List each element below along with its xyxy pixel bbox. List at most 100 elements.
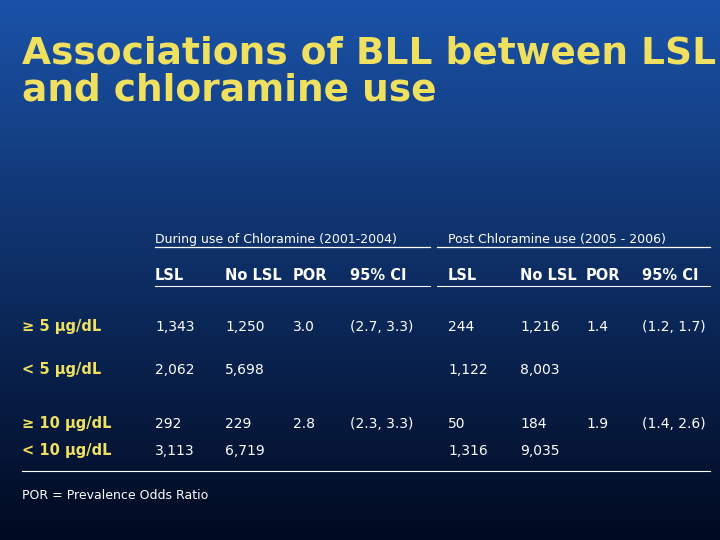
Bar: [0, 80, 720, 85]
Text: 2.8: 2.8: [293, 417, 315, 431]
Bar: [0, 350, 720, 355]
Text: 292: 292: [155, 417, 181, 431]
Bar: [0, 408, 720, 414]
Bar: [0, 233, 720, 239]
Bar: [0, 485, 720, 490]
Bar: [0, 481, 720, 486]
Text: 3.0: 3.0: [293, 320, 315, 334]
Bar: [0, 215, 720, 220]
Bar: [0, 3, 720, 9]
Bar: [0, 238, 720, 243]
Bar: [0, 0, 720, 4]
Bar: [0, 120, 720, 126]
Bar: [0, 471, 720, 477]
Bar: [0, 224, 720, 230]
Bar: [0, 400, 720, 405]
Bar: [0, 197, 720, 202]
Bar: [0, 377, 720, 382]
Bar: [0, 89, 720, 94]
Text: 3,113: 3,113: [155, 444, 194, 458]
Bar: [0, 49, 720, 54]
Bar: [0, 462, 720, 468]
Bar: [0, 444, 720, 450]
Text: POR: POR: [293, 268, 328, 284]
Text: (1.2, 1.7): (1.2, 1.7): [642, 320, 706, 334]
Bar: [0, 386, 720, 391]
Bar: [0, 467, 720, 472]
Bar: [0, 417, 720, 423]
Bar: [0, 273, 720, 279]
Bar: [0, 300, 720, 306]
Text: 6,719: 6,719: [225, 444, 265, 458]
Bar: [0, 327, 720, 333]
Text: LSL: LSL: [155, 268, 184, 284]
Bar: [0, 161, 720, 166]
Text: 50: 50: [448, 417, 466, 431]
Text: LSL: LSL: [448, 268, 477, 284]
Bar: [0, 269, 720, 274]
Bar: [0, 422, 720, 428]
Bar: [0, 458, 720, 463]
Bar: [0, 255, 720, 261]
Text: 95% CI: 95% CI: [642, 268, 698, 284]
Bar: [0, 530, 720, 536]
Text: Post Chloramine use (2005 - 2006): Post Chloramine use (2005 - 2006): [448, 233, 666, 246]
Bar: [0, 363, 720, 369]
Bar: [0, 296, 720, 301]
Bar: [0, 84, 720, 90]
Text: Associations of BLL between LSL: Associations of BLL between LSL: [22, 35, 716, 71]
Text: 1,250: 1,250: [225, 320, 264, 334]
Bar: [0, 489, 720, 495]
Bar: [0, 341, 720, 347]
Bar: [0, 66, 720, 72]
Bar: [0, 188, 720, 193]
Bar: [0, 57, 720, 63]
Bar: [0, 138, 720, 144]
Bar: [0, 76, 720, 81]
Bar: [0, 111, 720, 117]
Bar: [0, 265, 720, 270]
Bar: [0, 242, 720, 247]
Bar: [0, 508, 720, 513]
Text: 244: 244: [448, 320, 474, 334]
Bar: [0, 260, 720, 266]
Bar: [0, 39, 720, 45]
Bar: [0, 125, 720, 131]
Text: ≥ 10 μg/dL: ≥ 10 μg/dL: [22, 416, 112, 431]
Text: POR = Prevalence Odds Ratio: POR = Prevalence Odds Ratio: [22, 489, 208, 502]
Bar: [0, 494, 720, 500]
Bar: [0, 211, 720, 216]
Text: 1,216: 1,216: [520, 320, 559, 334]
Bar: [0, 287, 720, 293]
Text: < 5 μg/dL: < 5 μg/dL: [22, 362, 102, 377]
Bar: [0, 107, 720, 112]
Bar: [0, 134, 720, 139]
Bar: [0, 454, 720, 459]
Bar: [0, 319, 720, 324]
Text: and chloramine use: and chloramine use: [22, 73, 436, 109]
Bar: [0, 53, 720, 58]
Text: < 10 μg/dL: < 10 μg/dL: [22, 443, 112, 458]
Bar: [0, 93, 720, 99]
Bar: [0, 521, 720, 526]
Bar: [0, 44, 720, 50]
Bar: [0, 17, 720, 23]
Bar: [0, 103, 720, 108]
Bar: [0, 440, 720, 445]
Text: ≥ 5 μg/dL: ≥ 5 μg/dL: [22, 319, 102, 334]
Bar: [0, 116, 720, 122]
Bar: [0, 359, 720, 364]
Text: 1.4: 1.4: [586, 320, 608, 334]
Text: 95% CI: 95% CI: [350, 268, 407, 284]
Text: 184: 184: [520, 417, 546, 431]
Text: 2,062: 2,062: [155, 363, 194, 377]
Bar: [0, 62, 720, 68]
Bar: [0, 516, 720, 522]
Bar: [0, 174, 720, 180]
Bar: [0, 157, 720, 162]
Bar: [0, 170, 720, 176]
Bar: [0, 525, 720, 531]
Bar: [0, 346, 720, 351]
Text: 229: 229: [225, 417, 251, 431]
Bar: [0, 309, 720, 315]
